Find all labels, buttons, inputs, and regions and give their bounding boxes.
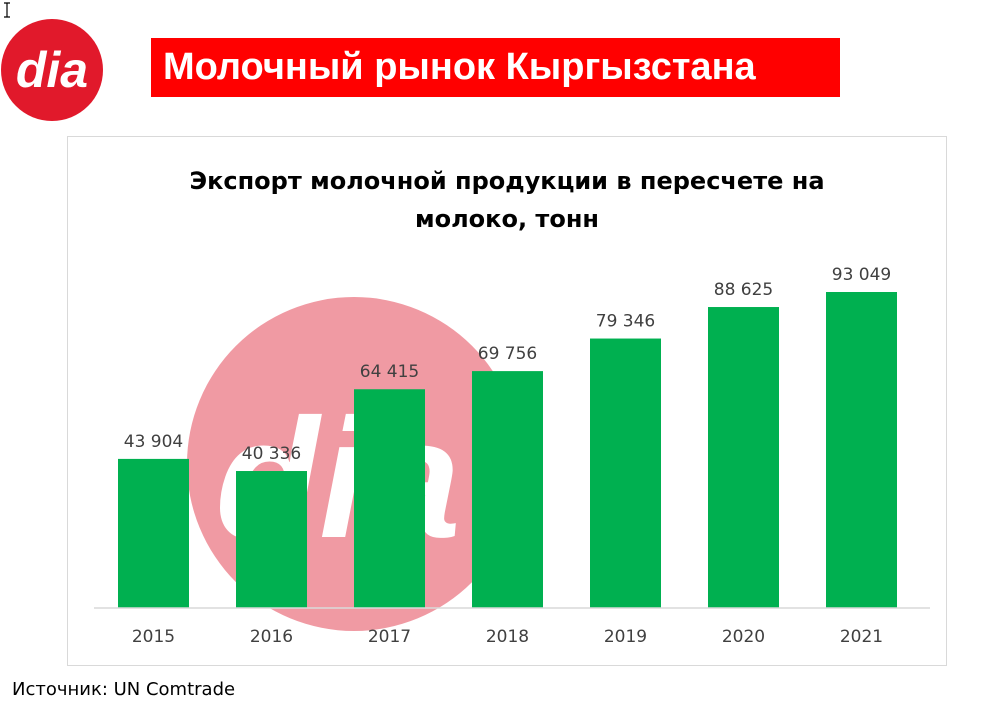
value-label-2017: 64 415	[360, 362, 419, 382]
chart-title-line-2: молоко, тонн	[415, 205, 599, 233]
x-tick-label-2017: 2017	[368, 627, 411, 647]
title-banner: Молочный рынок Кыргызстана	[151, 38, 840, 97]
value-label-2016: 40 336	[242, 444, 301, 464]
bar-2021	[826, 292, 897, 608]
value-label-2020: 88 625	[714, 280, 773, 300]
x-tick-label-2020: 2020	[722, 627, 765, 647]
value-labels-group: 43 904 40 336 64 415 69 756 79 346 88 625 93 0…	[124, 265, 891, 464]
text-cursor-icon	[4, 2, 10, 18]
page-title: Молочный рынок Кыргызстана	[163, 46, 756, 88]
x-tick-label-2016: 2016	[250, 627, 293, 647]
dia-logo: dia	[1, 19, 103, 121]
logo-text: dia	[16, 42, 88, 98]
bar-2016	[236, 471, 307, 608]
x-tick-label-2021: 2021	[840, 627, 883, 647]
x-tick-label-2019: 2019	[604, 627, 647, 647]
bar-2020	[708, 307, 779, 608]
value-label-2019: 79 346	[596, 312, 655, 332]
bar-2019	[590, 338, 661, 608]
bars-group	[118, 292, 897, 608]
bar-chart: dia Экспорт молочной продукции в пересче…	[94, 167, 930, 647]
source-note: Источник: UN Comtrade	[12, 679, 236, 700]
x-tick-label-2015: 2015	[132, 627, 175, 647]
value-label-2021: 93 049	[832, 265, 891, 285]
bar-2018	[472, 371, 543, 608]
bar-2015	[118, 458, 189, 608]
chart-title-line-1: Экспорт молочной продукции в пересчете н…	[189, 167, 824, 195]
x-tick-labels-group: 2015 2016 2017 2018 2019 2020 2021	[132, 627, 883, 647]
chart-frame: dia Экспорт молочной продукции в пересче…	[67, 136, 947, 666]
x-tick-label-2018: 2018	[486, 627, 529, 647]
bar-2017	[354, 389, 425, 608]
value-label-2015: 43 904	[124, 432, 183, 452]
value-label-2018: 69 756	[478, 344, 537, 364]
